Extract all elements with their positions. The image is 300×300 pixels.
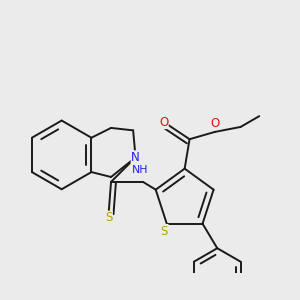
Text: S: S	[105, 211, 112, 224]
Text: N: N	[131, 151, 140, 164]
Text: O: O	[159, 116, 168, 128]
Text: S: S	[160, 225, 168, 238]
Text: NH: NH	[132, 165, 149, 175]
Text: O: O	[211, 116, 220, 130]
